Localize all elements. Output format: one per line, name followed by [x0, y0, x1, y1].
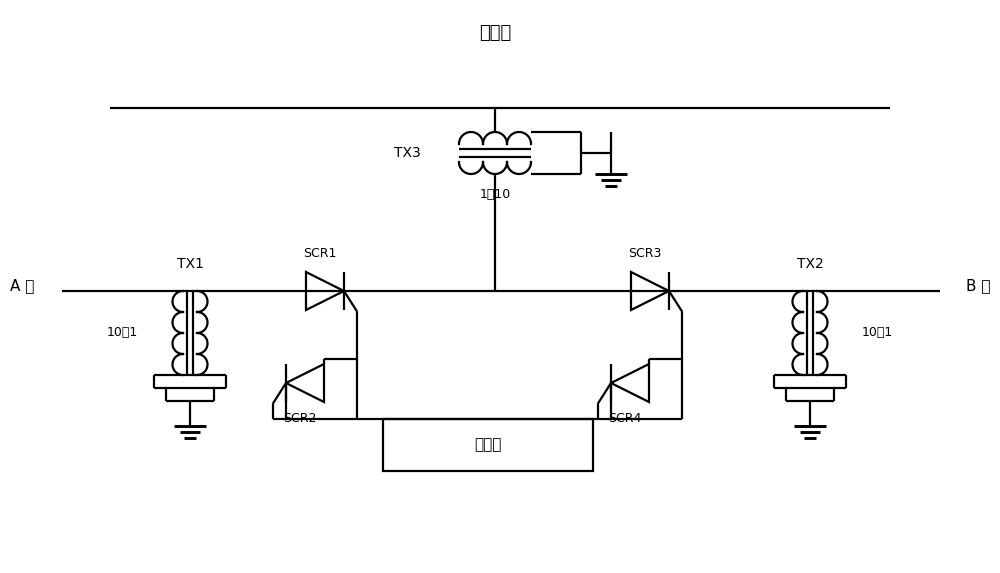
Text: 10：1: 10：1 [107, 327, 138, 339]
Text: SCR4: SCR4 [608, 412, 642, 425]
Text: B 相: B 相 [966, 278, 990, 293]
Text: TX3: TX3 [394, 146, 420, 160]
Text: SCR2: SCR2 [283, 412, 317, 425]
FancyBboxPatch shape [383, 419, 593, 471]
Text: SCR3: SCR3 [628, 247, 662, 260]
Text: 中性段: 中性段 [479, 24, 511, 42]
Text: 1：10: 1：10 [479, 188, 511, 201]
Text: TX1: TX1 [177, 257, 203, 271]
Text: 控制器: 控制器 [474, 438, 502, 453]
Text: A 相: A 相 [10, 278, 34, 293]
Text: TX2: TX2 [797, 257, 823, 271]
Text: SCR1: SCR1 [303, 247, 337, 260]
Text: 10：1: 10：1 [862, 327, 893, 339]
